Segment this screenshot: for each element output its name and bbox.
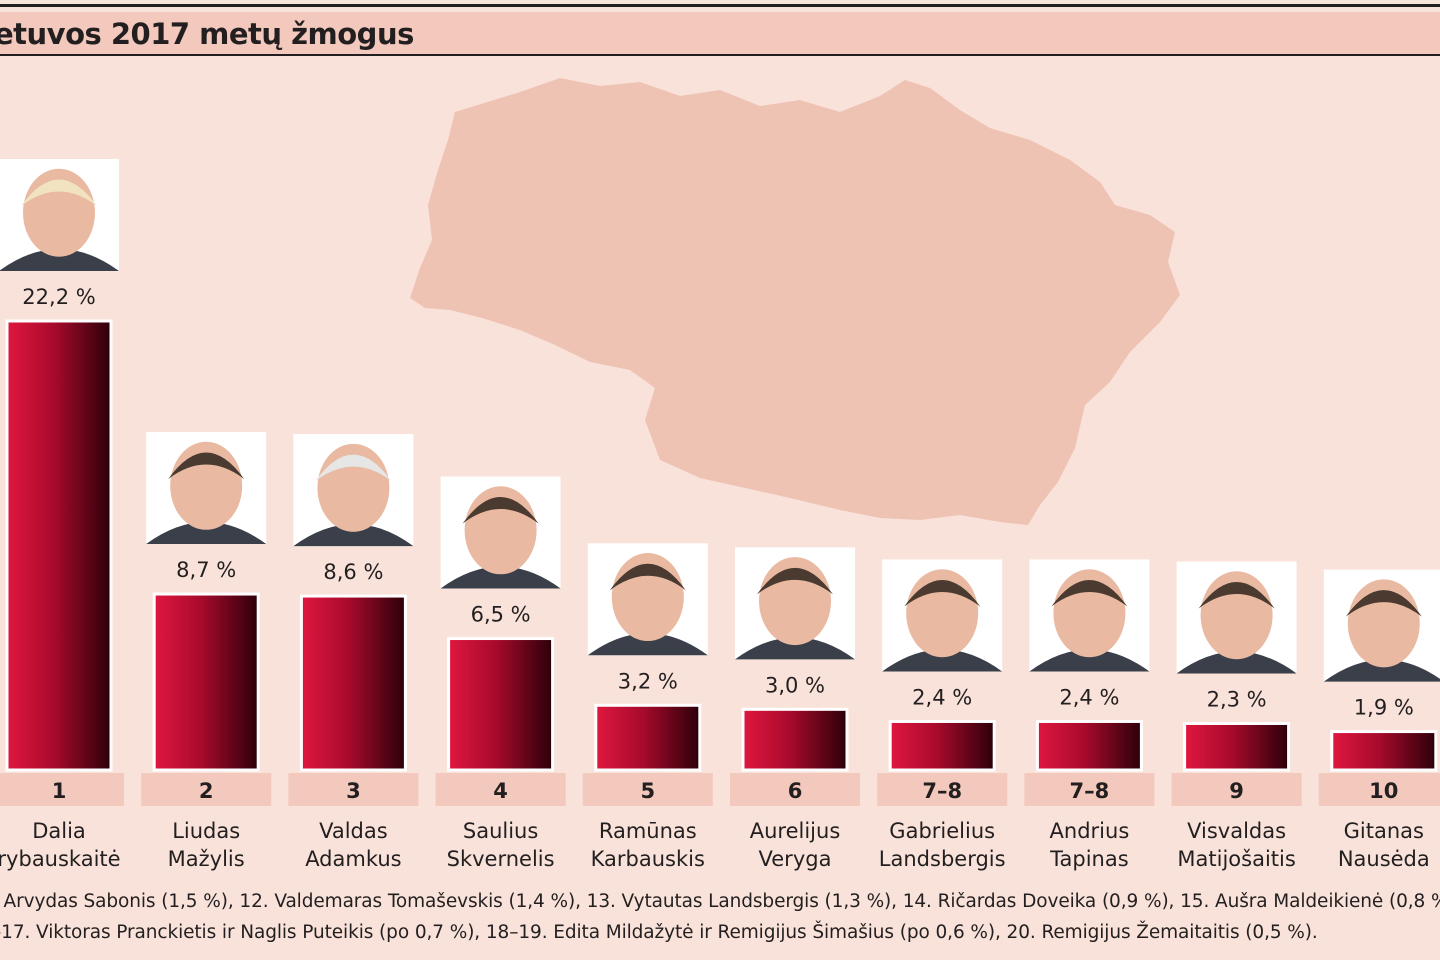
name-label-7-2: Landsbergis — [879, 847, 1006, 871]
rank-label-7: 7–8 — [922, 779, 962, 803]
portrait-suit-9 — [1176, 651, 1297, 674]
bar-7 — [888, 719, 996, 772]
portrait-2 — [146, 432, 267, 545]
rank-band-3 — [288, 773, 419, 806]
portrait-hair-9 — [1198, 582, 1275, 609]
portrait-hair-5 — [609, 563, 686, 591]
bar-3 — [299, 594, 407, 772]
bar-5 — [594, 703, 702, 772]
top-rule — [0, 4, 1440, 7]
name-label-10-1: Gitanas — [1344, 819, 1424, 843]
bar-1 — [5, 319, 113, 772]
rank-band-9 — [1171, 773, 1302, 806]
value-label-6: 3,0 % — [765, 673, 825, 697]
footer-line-2: –17. Viktoras Pranckietis ir Naglis Pute… — [0, 922, 1318, 943]
rank-band-8 — [1024, 773, 1155, 806]
portrait-3 — [293, 434, 414, 547]
portrait-4 — [440, 476, 561, 589]
portrait-9 — [1176, 561, 1297, 674]
footer-line-1: . Arvydas Sabonis (1,5 %), 12. Valdemara… — [0, 891, 1440, 912]
name-label-5-2: Karbauskis — [591, 847, 705, 871]
name-label-4-2: Skvernelis — [447, 847, 555, 871]
title-band: etuvos 2017 metų žmogus — [0, 12, 1440, 56]
rank-label-3: 3 — [346, 779, 361, 803]
name-label-1-2: rybauskaitė — [0, 847, 121, 871]
name-label-7-1: Gabrielius — [889, 819, 995, 843]
name-label-8-1: Andrius — [1050, 819, 1130, 843]
value-label-2: 8,7 % — [176, 558, 236, 582]
portrait-8 — [1029, 559, 1150, 672]
name-label-1-1: Dalia — [32, 819, 86, 843]
value-label-3: 8,6 % — [323, 560, 383, 584]
portrait-suit-4 — [440, 566, 561, 589]
portrait-suit-8 — [1029, 649, 1150, 672]
bar-9 — [1183, 721, 1291, 772]
name-label-5-1: Ramūnas — [599, 819, 697, 843]
bar-6 — [741, 707, 849, 772]
portrait-hair-1 — [21, 179, 97, 207]
footer-note: . Arvydas Sabonis (1,5 %), 12. Valdemara… — [0, 886, 1440, 948]
portrait-suit-6 — [735, 637, 855, 660]
name-label-2-2: Mažylis — [168, 847, 245, 871]
value-label-5: 3,2 % — [618, 669, 678, 693]
rank-label-8: 7–8 — [1070, 779, 1110, 803]
portrait-hair-3 — [315, 454, 392, 482]
portrait-hair-4 — [462, 497, 539, 524]
name-label-10-2: Nausėda — [1338, 847, 1430, 871]
name-label-4-1: Saulius — [463, 819, 538, 843]
name-label-8-2: Tapinas — [1049, 847, 1129, 871]
portrait-hair-6 — [757, 567, 833, 595]
portrait-hair-2 — [168, 452, 245, 480]
bar-2 — [152, 592, 260, 772]
value-label-8: 2,4 % — [1059, 685, 1119, 709]
rank-label-9: 9 — [1229, 779, 1244, 803]
rank-band-6 — [730, 773, 860, 806]
portrait-hair-7 — [904, 579, 981, 607]
value-label-9: 2,3 % — [1207, 687, 1267, 711]
portrait-7 — [882, 559, 1003, 672]
lithuania-map-shape — [410, 78, 1180, 525]
name-label-9-1: Visvaldas — [1187, 819, 1286, 843]
portrait-suit-7 — [882, 649, 1003, 672]
rank-label-4: 4 — [493, 779, 508, 803]
portrait-5 — [587, 543, 708, 656]
portrait-6 — [735, 547, 855, 660]
name-label-3-2: Adamkus — [305, 847, 401, 871]
rank-band-7 — [877, 773, 1008, 806]
rank-band-10 — [1318, 773, 1440, 806]
name-label-9-2: Matijošaitis — [1177, 847, 1295, 871]
name-label-2-1: Liudas — [172, 819, 240, 843]
bar-10 — [1330, 730, 1438, 772]
bar-8 — [1035, 719, 1143, 772]
rank-band-1 — [0, 773, 124, 806]
rank-band-2 — [141, 773, 272, 806]
bar-4 — [447, 637, 555, 772]
name-label-6-2: Veryga — [759, 847, 832, 871]
portrait-1 — [0, 159, 119, 271]
rank-label-10: 10 — [1369, 779, 1398, 803]
chart-title: etuvos 2017 metų žmogus — [0, 17, 414, 51]
value-label-1: 22,2 % — [22, 285, 95, 309]
portrait-suit-3 — [293, 524, 414, 547]
rank-label-5: 5 — [640, 779, 655, 803]
name-label-3-1: Valdas — [319, 819, 388, 843]
rank-label-2: 2 — [199, 779, 214, 803]
portrait-suit-5 — [587, 633, 708, 656]
value-label-7: 2,4 % — [912, 685, 972, 709]
name-label-6-1: Aurelijus — [750, 819, 841, 843]
value-label-10: 1,9 % — [1354, 696, 1414, 720]
rank-label-6: 6 — [788, 779, 803, 803]
portrait-suit-2 — [146, 522, 267, 545]
rank-band-4 — [435, 773, 566, 806]
rank-label-1: 1 — [52, 779, 67, 803]
portrait-10 — [1323, 569, 1440, 682]
portrait-hair-8 — [1051, 579, 1128, 607]
portrait-suit-10 — [1323, 659, 1440, 682]
portrait-hair-10 — [1345, 590, 1422, 617]
portrait-suit-1 — [0, 249, 119, 271]
rank-band-5 — [582, 773, 713, 806]
value-label-4: 6,5 % — [471, 603, 531, 627]
